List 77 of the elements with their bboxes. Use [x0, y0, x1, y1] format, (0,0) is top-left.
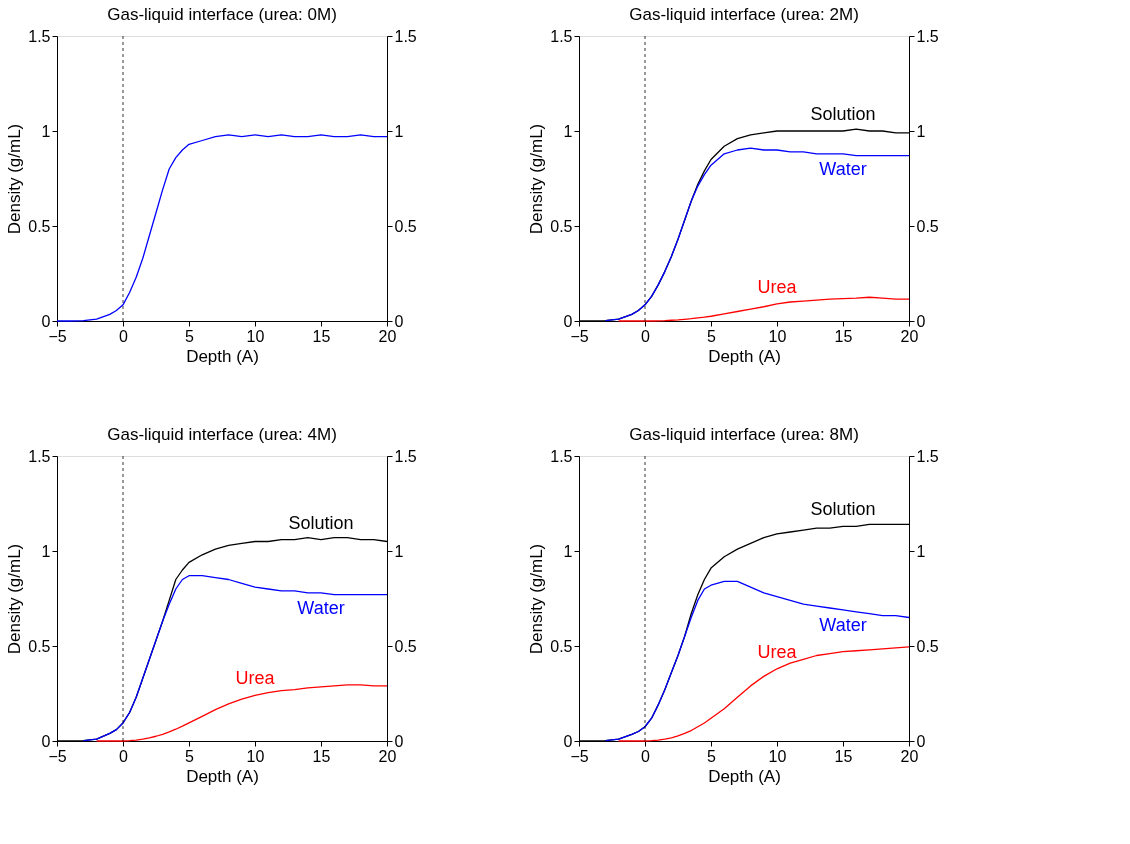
x-tick-label: 0 — [641, 747, 651, 765]
y-tick-label: 0.5 — [28, 637, 51, 655]
y-axis-title: Density (g/mL) — [527, 123, 547, 235]
y2-tick-label: 1 — [916, 542, 926, 560]
x-axis-title: Depth (A) — [708, 346, 781, 366]
y-tick-label: 0 — [563, 732, 573, 750]
y-axis-title: Density (g/mL) — [5, 543, 25, 655]
x-tick-label: 20 — [378, 327, 397, 345]
series-label: Water — [819, 614, 867, 635]
x-tick-label: 5 — [185, 747, 195, 765]
chart-title: Gas-liquid interface (urea: 8M) — [629, 425, 859, 444]
y-tick-label: 1 — [563, 542, 573, 560]
x-tick-label: −5 — [570, 747, 589, 765]
y2-tick-label: 1 — [394, 542, 404, 560]
y2-tick-label: 0 — [394, 732, 404, 750]
y-tick-label: 0.5 — [28, 217, 51, 235]
y-axis-title: Density (g/mL) — [527, 543, 547, 655]
series-label: Urea — [757, 641, 798, 662]
y-tick-label: 1.5 — [28, 27, 51, 45]
x-tick-label: 20 — [378, 747, 397, 765]
y2-tick-label: 1.5 — [394, 447, 417, 465]
x-tick-label: 5 — [707, 327, 717, 345]
y2-tick-label: 1.5 — [916, 27, 939, 45]
x-tick-label: −5 — [48, 747, 67, 765]
y2-tick-label: 0.5 — [394, 217, 417, 235]
series-label: Urea — [757, 276, 798, 297]
x-tick-label: 10 — [246, 747, 265, 765]
y-tick-label: 1 — [563, 122, 573, 140]
x-tick-label: 10 — [246, 327, 265, 345]
x-tick-label: 10 — [768, 327, 787, 345]
y2-tick-label: 0 — [916, 732, 926, 750]
y-tick-label: 1 — [41, 542, 51, 560]
series-label: Water — [297, 597, 345, 618]
y-tick-label: 1.5 — [28, 447, 51, 465]
x-tick-label: 20 — [900, 327, 919, 345]
x-tick-label: 0 — [119, 327, 129, 345]
y-axis-title: Density (g/mL) — [5, 123, 25, 235]
y-tick-label: 0.5 — [550, 637, 573, 655]
chart-title: Gas-liquid interface (urea: 4M) — [107, 425, 337, 444]
series-label: Water — [819, 158, 867, 179]
y2-tick-label: 1.5 — [916, 447, 939, 465]
x-axis-title: Depth (A) — [186, 766, 259, 786]
x-tick-label: 15 — [834, 327, 853, 345]
x-tick-label: 15 — [312, 327, 331, 345]
y-tick-label: 1.5 — [550, 447, 573, 465]
y2-tick-label: 0.5 — [394, 637, 417, 655]
series-label: Solution — [810, 499, 876, 520]
x-tick-label: −5 — [570, 327, 589, 345]
x-tick-label: 20 — [900, 747, 919, 765]
chart-title: Gas-liquid interface (urea: 2M) — [629, 5, 859, 24]
y2-tick-label: 0 — [916, 312, 926, 330]
y2-tick-label: 1 — [916, 122, 926, 140]
y-tick-label: 0 — [563, 312, 573, 330]
x-tick-label: −5 — [48, 327, 67, 345]
x-tick-label: 5 — [185, 327, 195, 345]
x-tick-label: 15 — [312, 747, 331, 765]
x-tick-label: 0 — [641, 327, 651, 345]
x-tick-label: 15 — [834, 747, 853, 765]
series-label: Urea — [235, 668, 276, 689]
y-tick-label: 0 — [41, 312, 51, 330]
x-tick-label: 5 — [707, 747, 717, 765]
chart-title: Gas-liquid interface (urea: 0M) — [107, 5, 337, 24]
y2-tick-label: 0.5 — [916, 637, 939, 655]
series-label: Solution — [288, 512, 354, 533]
x-axis-title: Depth (A) — [708, 766, 781, 786]
x-axis-title: Depth (A) — [186, 346, 259, 366]
y2-tick-label: 0.5 — [916, 217, 939, 235]
y-tick-label: 0.5 — [550, 217, 573, 235]
y2-tick-label: 1 — [394, 122, 404, 140]
y-tick-label: 1 — [41, 122, 51, 140]
series-label: Solution — [810, 104, 876, 124]
y-tick-label: 1.5 — [550, 27, 573, 45]
x-tick-label: 0 — [119, 747, 129, 765]
x-tick-label: 10 — [768, 747, 787, 765]
y2-tick-label: 1.5 — [394, 27, 417, 45]
y2-tick-label: 0 — [394, 312, 404, 330]
y-tick-label: 0 — [41, 732, 51, 750]
